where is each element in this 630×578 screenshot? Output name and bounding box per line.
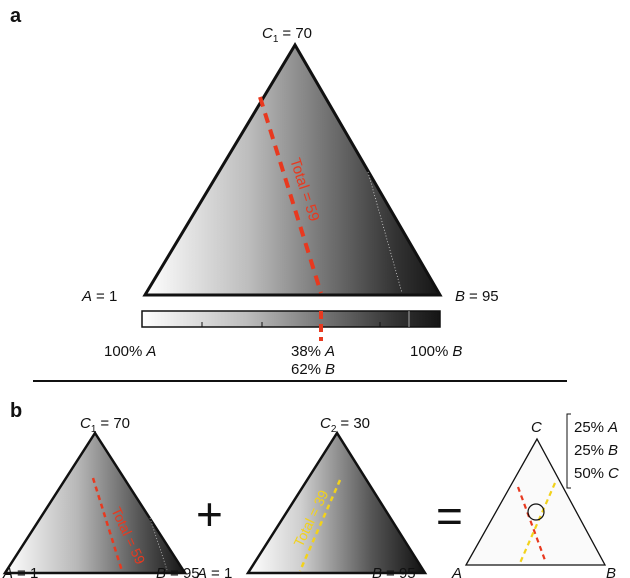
svg-text:38%A: 38% A bbox=[291, 343, 335, 360]
panel-b-legend-item-c: 50% C bbox=[574, 465, 619, 482]
panel-b-tri2-left-label: A = 1 bbox=[196, 565, 232, 578]
panel-b-tri3 bbox=[464, 437, 607, 566]
panel-b-tri1-top-label: C1 = 70 bbox=[80, 415, 130, 435]
colorbar-label-left: 100% A bbox=[104, 343, 156, 360]
svg-text:100%A: 100% A bbox=[104, 343, 156, 360]
panel-a-colorbar bbox=[141, 310, 441, 328]
equals-sign: = bbox=[436, 490, 463, 542]
panel-b-tri3-right-label: B bbox=[606, 565, 616, 578]
svg-text:100%B: 100% B bbox=[410, 343, 462, 360]
colorbar-label-mid: 38% A 62% B bbox=[291, 343, 335, 378]
svg-text:A= 1: A = 1 bbox=[196, 565, 232, 578]
panel-a-total-contour bbox=[258, 96, 323, 294]
svg-text:B= 95: B = 95 bbox=[156, 565, 200, 578]
svg-text:62%B: 62% B bbox=[291, 361, 335, 378]
panel-b-legend-item-a: 25% A bbox=[574, 419, 618, 436]
svg-text:C1= 70: C1 = 70 bbox=[80, 415, 130, 435]
panel-b-tri3-top-label: C bbox=[531, 419, 542, 436]
panel-b-tri2-top-label: C2 = 30 bbox=[320, 415, 370, 435]
panel-b-legend-bracket bbox=[566, 413, 571, 489]
panel-b-legend-item-b: 25% B bbox=[574, 442, 618, 459]
svg-text:B= 95: B = 95 bbox=[372, 565, 416, 578]
panel-b-tri2-right-label: B = 95 bbox=[372, 565, 416, 578]
panel-b-tri1-faint-contour bbox=[149, 517, 168, 571]
svg-text:C1= 70: C1 = 70 bbox=[262, 25, 312, 45]
panel-b-tri1-right-label: B = 95 bbox=[156, 565, 200, 578]
panel-a-colorbar-ticks bbox=[201, 311, 410, 327]
panel-b-tri2 bbox=[245, 430, 428, 575]
svg-text:A= 1: A = 1 bbox=[81, 288, 117, 305]
panel-b-tri3-red-contour bbox=[516, 486, 548, 564]
panel-b-letter: b bbox=[10, 400, 22, 422]
svg-text:50%C: 50% C bbox=[574, 465, 619, 482]
panel-b-tri3-intersection-marker bbox=[527, 503, 545, 521]
svg-text:C2= 30: C2 = 30 bbox=[320, 415, 370, 435]
svg-text:25%B: 25% B bbox=[574, 442, 618, 459]
panel-b-tri1-left-label: A = 1 bbox=[2, 565, 38, 578]
panel-a-top-vertex-label: C1 = 70 bbox=[262, 25, 312, 45]
plus-sign: + bbox=[196, 488, 223, 540]
panel-a-left-vertex-label: A = 1 bbox=[81, 288, 117, 305]
panel-b-tri2-total-contour bbox=[298, 479, 342, 572]
panel-a-right-vertex-label: B = 95 bbox=[455, 288, 499, 305]
panel-b-tri1-total-contour bbox=[91, 477, 124, 572]
panel-a-letter: a bbox=[10, 5, 22, 27]
panel-b-tri1 bbox=[2, 430, 188, 575]
panel-a-ternary-triangle bbox=[142, 42, 443, 297]
panel-b-tri3-left-label: A bbox=[451, 565, 462, 578]
panel-b-tri3-yellow-contour bbox=[518, 482, 557, 564]
svg-text:A= 1: A = 1 bbox=[2, 565, 38, 578]
svg-text:25%A: 25% A bbox=[574, 419, 618, 436]
svg-text:B= 95: B = 95 bbox=[455, 288, 499, 305]
colorbar-label-right: 100% B bbox=[410, 343, 462, 360]
